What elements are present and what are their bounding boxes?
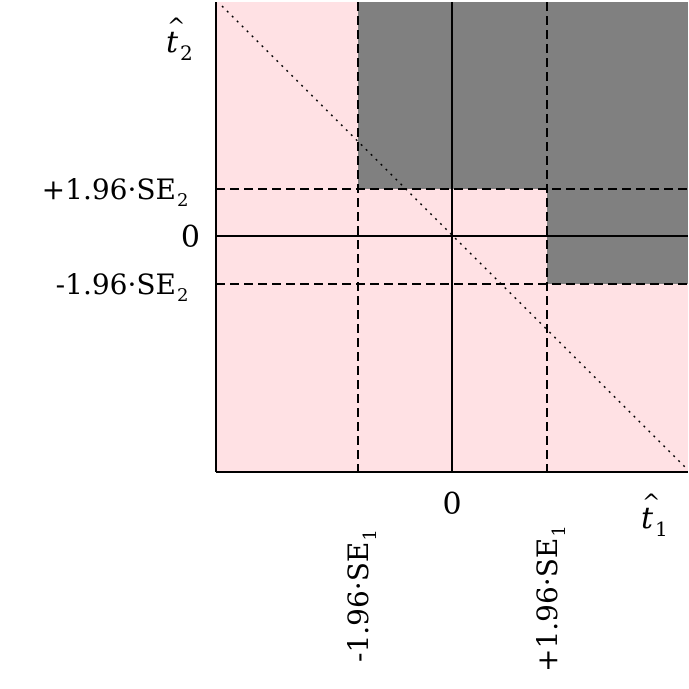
y-neg-threshold-sub: 2 (177, 285, 188, 306)
x-axis-label-hat: ^ (642, 491, 660, 516)
x-axis-label-base: t (641, 501, 654, 536)
x-axis-label-sub: 1 (655, 517, 668, 541)
rejection-region-upper (358, 2, 688, 189)
x-neg-threshold-label: -1.96·SE 1 (342, 529, 381, 662)
y-axis-label: t ^ 2 (166, 15, 193, 65)
y-neg-threshold-label: -1.96·SE 2 (56, 268, 189, 306)
x-neg-threshold-text: -1.96·SE (342, 542, 375, 662)
x-origin-label: 0 (442, 487, 461, 522)
y-pos-threshold-text: +1.96·SE (42, 173, 176, 206)
y-axis-label-base: t (166, 25, 179, 60)
y-axis-label-sub: 2 (180, 41, 193, 65)
x-pos-threshold-label: +1.96·SE 1 (531, 525, 570, 672)
x-pos-threshold-text: +1.96·SE (531, 538, 564, 672)
y-axis-label-hat: ^ (167, 15, 185, 40)
y-origin-label: 0 (181, 220, 200, 255)
x-pos-threshold-sub: 1 (549, 525, 570, 536)
y-pos-threshold-label: +1.96·SE 2 (42, 173, 189, 211)
y-pos-threshold-sub: 2 (177, 190, 188, 211)
x-neg-threshold-sub: 1 (360, 529, 381, 540)
y-neg-threshold-text: -1.96·SE (56, 268, 176, 301)
x-axis-label: t ^ 1 (641, 491, 668, 541)
